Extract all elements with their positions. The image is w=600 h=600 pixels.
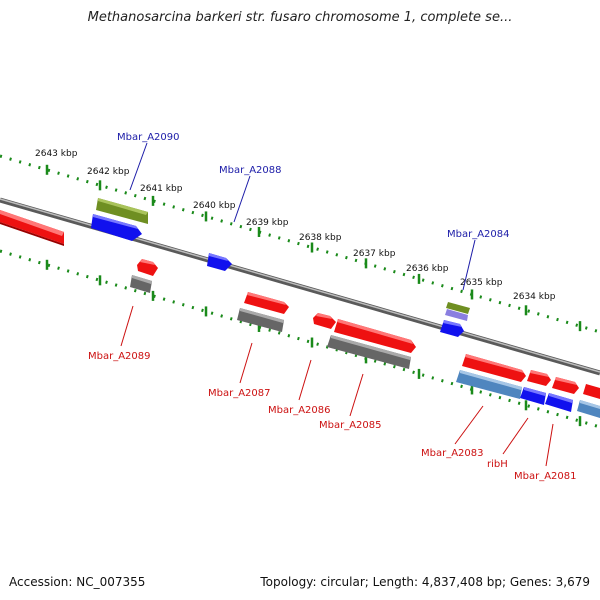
- gene-mbar-a2089[interactable]: [130, 275, 152, 293]
- gene-mbar-a2084-green[interactable]: [446, 302, 470, 314]
- scale-labels: 2643 kbp 2642 kbp 2641 kbp 2640 kbp 2639…: [35, 149, 556, 302]
- gene-red-right-1[interactable]: [462, 354, 526, 382]
- leader-lines: [120, 142, 554, 467]
- chromosome-backbone-highlight: [0, 198, 600, 373]
- chromosome-backbone: [0, 197, 600, 376]
- gene-red-small-1[interactable]: [137, 259, 158, 276]
- scale-label-2635: 2635 kbp: [460, 278, 503, 288]
- scale-label-2634: 2634 kbp: [513, 292, 556, 302]
- lower-scale-track: [0, 249, 600, 429]
- map-title: Methanosarcina barkeri str. fusaro chrom…: [87, 10, 513, 25]
- gene-red-left-edge[interactable]: [0, 210, 64, 246]
- topology-summary: Topology: circular; Length: 4,837,408 bp…: [260, 575, 590, 589]
- gene-mbar-a2086[interactable]: [313, 313, 336, 329]
- gene-red-right-4[interactable]: [583, 384, 600, 399]
- gene-mbar-a2081[interactable]: [545, 393, 573, 412]
- scale-label-2642: 2642 kbp: [87, 167, 130, 177]
- scale-label-2636: 2636 kbp: [406, 264, 449, 274]
- gene-mbar-a2088[interactable]: [207, 253, 232, 271]
- scale-label-2638: 2638 kbp: [299, 233, 342, 243]
- scale-label-2640: 2640 kbp: [193, 201, 236, 211]
- genes: [0, 198, 600, 418]
- accession-text: Accession: NC_007355: [9, 575, 146, 589]
- label-mbar-a2089[interactable]: Mbar_A2089: [88, 351, 151, 362]
- scale-label-2639: 2639 kbp: [246, 218, 289, 228]
- gene-mbar-a2084-lavender[interactable]: [445, 309, 468, 321]
- gene-mbar-a2090[interactable]: [96, 198, 148, 224]
- gene-red-mid-1[interactable]: [244, 292, 289, 314]
- label-mbar-a2090[interactable]: Mbar_A2090: [117, 132, 180, 143]
- major-ticks: [45, 164, 582, 427]
- label-mbar-a2087[interactable]: Mbar_A2087: [208, 388, 271, 399]
- label-mbar-a2085[interactable]: Mbar_A2085: [319, 420, 382, 431]
- label-mbar-a2083[interactable]: Mbar_A2083: [421, 448, 484, 459]
- gene-blue-arrow-2[interactable]: [440, 320, 464, 337]
- gene-mbar-a2083[interactable]: [456, 370, 522, 399]
- upper-scale-track: [0, 154, 600, 334]
- gene-mbar-a2087[interactable]: [237, 308, 284, 332]
- gene-red-right-3[interactable]: [552, 377, 579, 394]
- scale-label-2637: 2637 kbp: [353, 249, 396, 259]
- gene-labels: Mbar_A2090 Mbar_A2088 Mbar_A2084 Mbar_A2…: [88, 132, 577, 482]
- label-mbar-a2084[interactable]: Mbar_A2084: [447, 229, 510, 240]
- scale-label-2641: 2641 kbp: [140, 184, 183, 194]
- gene-mbar-a2085[interactable]: [327, 335, 411, 369]
- label-mbar-a2081[interactable]: Mbar_A2081: [514, 471, 577, 482]
- scale-label-2643: 2643 kbp: [35, 149, 78, 159]
- gene-blue-arrow-1[interactable]: [91, 214, 142, 241]
- label-mbar-a2088[interactable]: Mbar_A2088: [219, 165, 282, 176]
- label-ribh[interactable]: ribH: [487, 459, 508, 470]
- gene-steel-right-edge[interactable]: [577, 400, 600, 418]
- label-mbar-a2086[interactable]: Mbar_A2086: [268, 405, 331, 416]
- gene-red-right-2[interactable]: [527, 370, 551, 386]
- gene-red-long-mid[interactable]: [334, 319, 416, 353]
- gene-ribh[interactable]: [520, 387, 546, 405]
